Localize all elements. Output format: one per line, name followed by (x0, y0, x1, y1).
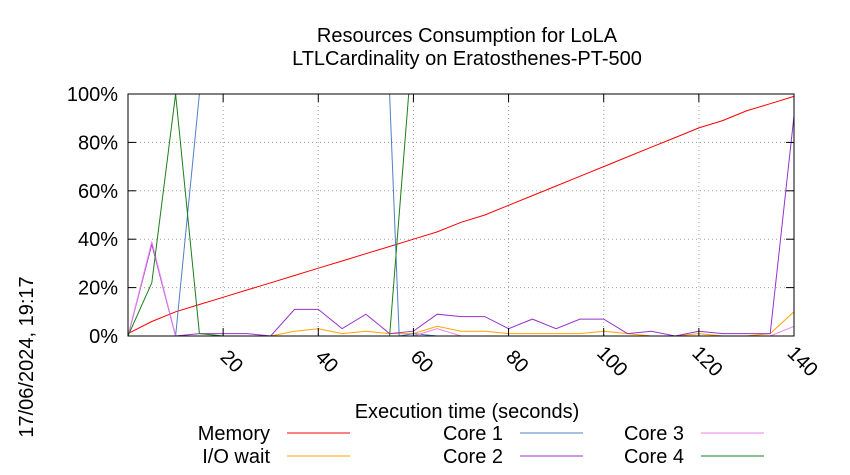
legend-label-i-o-wait: I/O wait (202, 446, 270, 468)
y-axis: 0% 20% 40% 60% 80% 100% (67, 84, 794, 348)
x-tick-label: 80 (501, 346, 532, 377)
y-tick-label: 20% (78, 278, 118, 300)
series-layer (127, 93, 795, 337)
series-line-core-2 (127, 115, 795, 337)
plot-frame (127, 93, 795, 337)
x-tick-label: 140 (783, 342, 822, 381)
x-axis: 20 40 60 80 100 120 140 (216, 94, 822, 381)
y-tick-label: 100% (67, 84, 118, 106)
series-line-memory (127, 95, 795, 335)
legend-label-core-4: Core 4 (624, 446, 684, 468)
x-tick-label: 100 (592, 342, 631, 381)
x-tick-label: 120 (688, 342, 727, 381)
y-tick-label: 60% (78, 181, 118, 203)
chart-title: Resources Consumption for LoLA (317, 25, 618, 47)
x-tick-label: 40 (311, 346, 342, 377)
x-tick-label: 60 (406, 346, 437, 377)
legend-label-memory: Memory (198, 423, 270, 445)
legend-label-core-1: Core 1 (443, 423, 503, 445)
y-tick-label: 40% (78, 229, 118, 251)
x-axis-label: Execution time (seconds) (355, 401, 580, 423)
series-line-core-3 (127, 241, 795, 337)
y-tick-label: 80% (78, 132, 118, 154)
legend-label-core-2: Core 2 (443, 446, 503, 468)
chart-subtitle: LTLCardinality on Eratosthenes-PT-500 (292, 48, 642, 70)
legend-label-core-3: Core 3 (624, 423, 684, 445)
timestamp-label: 17/06/2024, 19:17 (16, 276, 38, 437)
grid-lines (128, 94, 794, 336)
x-tick-label: 20 (216, 346, 247, 377)
y-tick-label: 0% (89, 326, 118, 348)
